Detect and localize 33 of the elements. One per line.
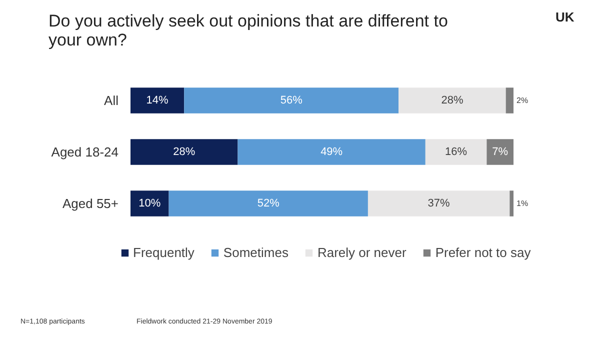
data-label: 28%	[441, 94, 464, 106]
data-label: 52%	[257, 198, 280, 210]
bar	[425, 139, 487, 165]
y-tick-label: All	[104, 93, 119, 108]
legend-label: Sometimes	[223, 245, 288, 260]
bar	[130, 88, 184, 114]
bar	[398, 88, 506, 114]
data-label: 37%	[428, 198, 450, 210]
bar	[368, 190, 510, 216]
data-label: 1%	[516, 199, 528, 208]
bar	[130, 190, 169, 216]
data-label: 2%	[516, 96, 528, 105]
data-label: 28%	[173, 146, 196, 158]
bar	[510, 190, 514, 216]
legend-label: Frequently	[133, 245, 194, 260]
legend-label: Prefer not to say	[435, 245, 531, 260]
y-tick-label: Aged 55+	[62, 196, 119, 211]
chart-title: Do you actively seek out opinions that are different to your own?	[48, 12, 448, 50]
data-label: 7%	[492, 146, 508, 158]
data-label: 10%	[138, 198, 161, 210]
bar	[168, 190, 368, 216]
y-tick-label: Aged 18-24	[51, 144, 119, 160]
bar	[130, 139, 238, 165]
data-label: 56%	[280, 94, 303, 106]
bar	[238, 139, 426, 165]
data-label: 16%	[445, 146, 468, 158]
bar	[184, 88, 399, 114]
bar	[506, 88, 514, 114]
data-label: 49%	[320, 146, 343, 158]
bar	[486, 139, 514, 165]
text: UK	[556, 10, 575, 24]
legend-label: Rarely or never	[317, 245, 406, 260]
data-label: 14%	[146, 94, 169, 106]
